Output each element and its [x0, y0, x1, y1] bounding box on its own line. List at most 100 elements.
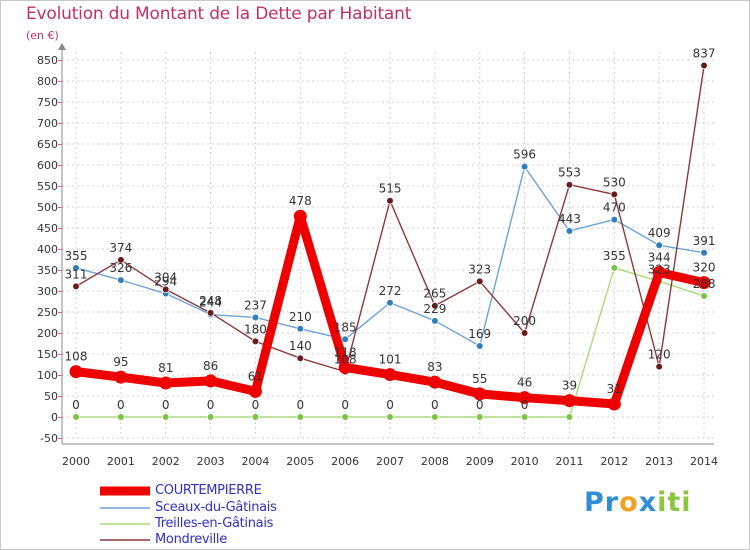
data-point-mondreville	[296, 354, 305, 363]
x-tick-label: 2012	[600, 455, 628, 468]
data-label-treilles-en-gatinais: 0	[431, 398, 439, 412]
chart-unit-label: (en €)	[26, 29, 59, 42]
data-point-treilles-en-gatinais	[117, 413, 125, 421]
data-label-mondreville: 311	[65, 267, 88, 281]
data-point-treilles-en-gatinais	[520, 413, 529, 421]
data-point-mondreville	[206, 309, 215, 317]
data-point-courtempierre	[428, 375, 442, 389]
data-label-sceaux-du-gatinais: 185	[334, 320, 357, 334]
data-label-courtempierre: 478	[289, 194, 312, 208]
data-point-courtempierre	[518, 391, 532, 405]
data-point-mondreville	[475, 277, 484, 286]
data-label-mondreville: 837	[693, 46, 716, 60]
data-label-treilles-en-gatinais: 0	[72, 398, 80, 412]
data-label-courtempierre: 101	[379, 353, 402, 367]
x-tick-label: 2007	[376, 455, 404, 468]
x-tick-label: 2014	[690, 455, 718, 468]
data-point-courtempierre	[607, 397, 621, 411]
data-point-treilles-en-gatinais	[251, 413, 260, 421]
data-point-mondreville	[565, 180, 574, 189]
data-point-courtempierre	[204, 374, 218, 388]
x-tick-label: 2000	[62, 455, 90, 468]
data-point-courtempierre	[159, 376, 173, 390]
data-point-treilles-en-gatinais	[161, 413, 170, 421]
data-label-sceaux-du-gatinais: 409	[648, 226, 671, 240]
y-tick-label: 0	[51, 411, 58, 424]
data-point-sceaux-du-gatinais	[296, 324, 305, 333]
x-tick-label: 2010	[511, 455, 539, 468]
data-point-treilles-en-gatinais	[565, 413, 574, 421]
legend-label-mondreville: Mondreville	[155, 532, 227, 547]
data-label-mondreville: 553	[558, 166, 581, 180]
data-labels: 108 95 81 86 61 478 118 101 83 55 46 39 31 344 320 355 3…	[65, 46, 716, 412]
data-label-courtempierre: 118	[334, 345, 357, 359]
y-tick-label: 100	[37, 369, 58, 382]
y-tick-label: 400	[37, 243, 58, 256]
data-point-sceaux-du-gatinais	[655, 241, 663, 250]
data-point-treilles-en-gatinais	[386, 413, 394, 421]
y-tick-label: 300	[37, 285, 58, 298]
chart-title: Evolution du Montant de la Dette par Hab…	[26, 4, 412, 24]
logo-letter: r	[604, 487, 620, 518]
data-point-mondreville	[655, 362, 663, 371]
data-point-mondreville	[117, 256, 125, 264]
data-point-mondreville	[700, 61, 708, 70]
y-tick-label: 50	[44, 390, 58, 403]
data-label-mondreville: 323	[468, 262, 491, 276]
data-point-mondreville	[520, 329, 529, 337]
data-point-sceaux-du-gatinais	[610, 215, 619, 224]
y-tick-label: 250	[37, 306, 58, 319]
legend-label-treilles-en-gatinais: Treilles-en-Gâtinais	[155, 516, 274, 531]
data-point-treilles-en-gatinais	[610, 264, 619, 272]
series-lines	[69, 61, 711, 421]
data-point-mondreville	[610, 190, 619, 199]
data-label-sceaux-du-gatinais: 229	[423, 302, 446, 316]
data-label-treilles-en-gatinais: 355	[603, 249, 626, 263]
data-label-courtempierre: 95	[113, 355, 128, 369]
data-label-courtempierre: 108	[65, 350, 88, 364]
data-label-treilles-en-gatinais: 0	[386, 398, 394, 412]
data-point-courtempierre	[562, 394, 576, 408]
x-tick-label: 2002	[152, 455, 180, 468]
data-point-mondreville	[251, 337, 260, 346]
data-label-courtempierre: 83	[427, 360, 442, 374]
data-label-courtempierre: 86	[203, 359, 218, 373]
data-point-courtempierre	[69, 365, 83, 379]
logo-letter: i	[681, 487, 692, 518]
data-label-sceaux-du-gatinais: 294	[154, 275, 177, 289]
data-point-treilles-en-gatinais	[341, 413, 349, 421]
data-point-sceaux-du-gatinais	[117, 276, 125, 284]
y-tick-label: 150	[37, 348, 58, 361]
data-label-treilles-en-gatinais: 0	[521, 398, 529, 412]
logo-letter: t	[667, 487, 682, 518]
y-tick-label: 550	[37, 180, 58, 193]
data-label-sceaux-du-gatinais: 237	[244, 298, 267, 312]
legend-label-sceaux-du-gatinais: Sceaux-du-Gâtinais	[155, 500, 277, 515]
data-label-sceaux-du-gatinais: 210	[289, 310, 312, 324]
y-tick-label: 350	[37, 264, 58, 277]
x-tick-label: 2001	[107, 455, 135, 468]
data-label-treilles-en-gatinais: 0	[117, 398, 125, 412]
data-point-courtempierre	[248, 384, 262, 398]
data-point-sceaux-du-gatinais	[700, 248, 708, 257]
data-label-courtempierre: 39	[562, 379, 577, 393]
x-tick-label: 2011	[555, 455, 583, 468]
x-tick-label: 2009	[466, 455, 494, 468]
data-point-courtempierre	[652, 266, 666, 280]
data-point-mondreville	[431, 301, 439, 310]
data-label-treilles-en-gatinais: 0	[341, 398, 349, 412]
data-point-courtempierre	[473, 387, 487, 401]
data-label-courtempierre: 61	[248, 369, 263, 383]
logo-letter: P	[584, 487, 605, 518]
x-tick-label: 2004	[241, 455, 269, 468]
data-label-sceaux-du-gatinais: 443	[558, 212, 581, 226]
data-point-sceaux-du-gatinais	[386, 298, 394, 307]
legend-label-courtempierre: COURTEMPIERRE	[155, 483, 262, 498]
y-tick-label: 650	[37, 138, 58, 151]
y-tick-label: 850	[37, 54, 58, 67]
data-label-treilles-en-gatinais: 0	[207, 398, 215, 412]
y-tick-label: 200	[37, 327, 58, 340]
data-label-mondreville: 200	[513, 314, 536, 328]
x-tick-label: 2008	[421, 455, 449, 468]
